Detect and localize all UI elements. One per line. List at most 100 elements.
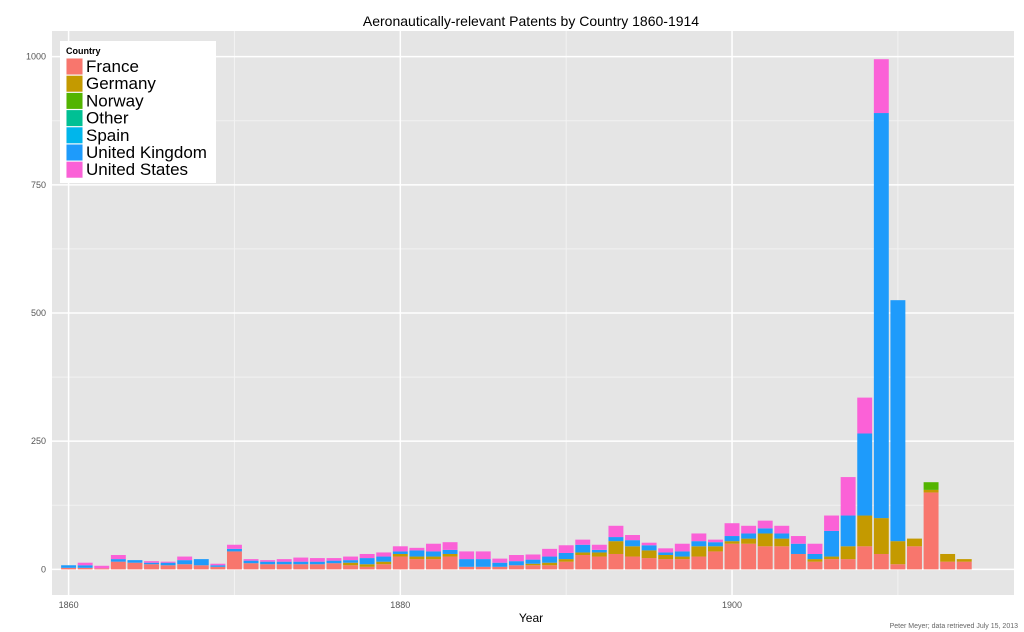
legend-swatch-united-kingdom xyxy=(67,145,83,161)
bar-united-states-1887 xyxy=(509,555,524,561)
bar-germany-1894 xyxy=(625,546,640,556)
bar-france-1870 xyxy=(227,551,242,569)
bar-france-1881 xyxy=(409,559,424,569)
bar-germany-1882 xyxy=(426,557,441,560)
bar-germany-1896 xyxy=(658,555,673,559)
bar-united-kingdom-1870 xyxy=(227,549,242,552)
bar-united-states-1891 xyxy=(575,540,590,545)
bar-united-kingdom-1881 xyxy=(409,550,424,556)
legend-label-germany: Germany xyxy=(86,74,156,93)
bar-united-states-1900 xyxy=(725,523,740,536)
bar-germany-1891 xyxy=(575,552,590,555)
bar-france-1882 xyxy=(426,559,441,569)
bar-france-1899 xyxy=(708,551,723,569)
bar-france-1868 xyxy=(194,565,209,569)
legend-label-united-states: United States xyxy=(86,160,188,179)
x-tick-labels: 186018801900 xyxy=(59,600,742,610)
y-tick-label: 250 xyxy=(31,436,46,446)
bar-united-kingdom-1895 xyxy=(642,545,657,550)
bar-france-1871 xyxy=(244,563,259,569)
bar-united-kingdom-1896 xyxy=(658,552,673,555)
bar-united-states-1871 xyxy=(244,559,259,561)
bar-united-kingdom-1874 xyxy=(293,562,308,565)
bar-united-kingdom-1876 xyxy=(327,561,342,564)
bar-united-states-1896 xyxy=(658,548,673,552)
credit-text: Peter Meyer; data retrieved July 15, 201… xyxy=(890,623,1019,630)
bar-united-kingdom-1910 xyxy=(890,300,905,541)
legend-label-united-kingdom: United Kingdom xyxy=(86,143,207,162)
bar-united-states-1898 xyxy=(691,533,706,541)
bar-united-states-1880 xyxy=(393,546,408,551)
bar-france-1908 xyxy=(857,546,872,569)
bar-germany-1893 xyxy=(608,541,623,554)
bar-france-1895 xyxy=(642,558,657,569)
bar-france-1865 xyxy=(144,564,159,569)
bar-united-states-1890 xyxy=(559,545,574,553)
legend-label-norway: Norway xyxy=(86,91,144,110)
bar-united-kingdom-1902 xyxy=(758,528,773,533)
bar-united-kingdom-1880 xyxy=(393,551,408,554)
bar-france-1875 xyxy=(310,564,325,569)
bar-germany-1914 xyxy=(957,559,972,562)
bar-united-states-1899 xyxy=(708,540,723,543)
bar-united-kingdom-1875 xyxy=(310,562,325,565)
bar-united-kingdom-1883 xyxy=(443,550,458,554)
bar-germany-1913 xyxy=(940,554,955,562)
legend-item-united-kingdom: United Kingdom xyxy=(66,143,207,162)
bar-united-kingdom-1907 xyxy=(841,516,856,547)
bar-france-1862 xyxy=(94,568,109,569)
bar-united-kingdom-1872 xyxy=(260,562,275,565)
legend-item-spain: Spain xyxy=(66,126,129,145)
bar-united-kingdom-1900 xyxy=(725,536,740,541)
bar-united-kingdom-1865 xyxy=(144,563,159,565)
bar-france-1910 xyxy=(890,564,905,569)
legend-swatch-spain xyxy=(67,127,83,143)
bar-france-1890 xyxy=(559,562,574,570)
bar-france-1912 xyxy=(924,492,939,569)
bar-united-states-1894 xyxy=(625,535,640,540)
bar-united-kingdom-1877 xyxy=(343,560,358,563)
bar-united-states-1867 xyxy=(177,557,192,561)
bar-united-states-1909 xyxy=(874,59,889,113)
bar-france-1879 xyxy=(376,564,391,569)
bar-united-states-1877 xyxy=(343,557,358,561)
bar-france-1905 xyxy=(808,562,823,570)
bar-france-1860 xyxy=(61,568,76,570)
legend-label-other: Other xyxy=(86,109,129,128)
bar-france-1886 xyxy=(492,567,507,570)
bar-france-1891 xyxy=(575,555,590,569)
bar-united-states-1873 xyxy=(277,559,292,562)
bar-norway-1912 xyxy=(924,482,939,490)
bar-united-states-1870 xyxy=(227,545,242,549)
legend-label-france: France xyxy=(86,57,139,76)
bar-united-states-1878 xyxy=(360,554,375,558)
legend-swatch-germany xyxy=(67,76,83,92)
bar-united-kingdom-1888 xyxy=(526,560,541,564)
bar-united-kingdom-1863 xyxy=(111,559,126,562)
bar-united-states-1884 xyxy=(459,551,474,559)
bar-united-states-1874 xyxy=(293,558,308,562)
bar-france-1889 xyxy=(542,565,557,569)
legend-swatch-norway xyxy=(67,93,83,109)
bar-united-states-1897 xyxy=(675,544,690,552)
bar-germany-1883 xyxy=(443,554,458,557)
bar-germany-1895 xyxy=(642,550,657,558)
bar-united-states-1876 xyxy=(327,558,342,561)
bar-france-1907 xyxy=(841,559,856,569)
legend-swatch-other xyxy=(67,110,83,126)
bar-united-kingdom-1869 xyxy=(210,565,225,567)
legend-swatch-united-states xyxy=(67,162,83,178)
bar-france-1898 xyxy=(691,557,706,570)
bar-united-states-1879 xyxy=(376,552,391,556)
bar-germany-1909 xyxy=(874,518,889,554)
bar-united-kingdom-1889 xyxy=(542,557,557,563)
bar-united-kingdom-1868 xyxy=(194,559,209,565)
y-tick-label: 500 xyxy=(31,308,46,318)
bar-united-kingdom-1894 xyxy=(625,540,640,546)
bar-germany-1912 xyxy=(924,490,939,493)
legend-item-other: Other xyxy=(66,109,129,128)
bar-germany-1878 xyxy=(360,564,375,567)
bar-united-kingdom-1904 xyxy=(791,544,806,554)
legend-item-norway: Norway xyxy=(66,91,144,110)
